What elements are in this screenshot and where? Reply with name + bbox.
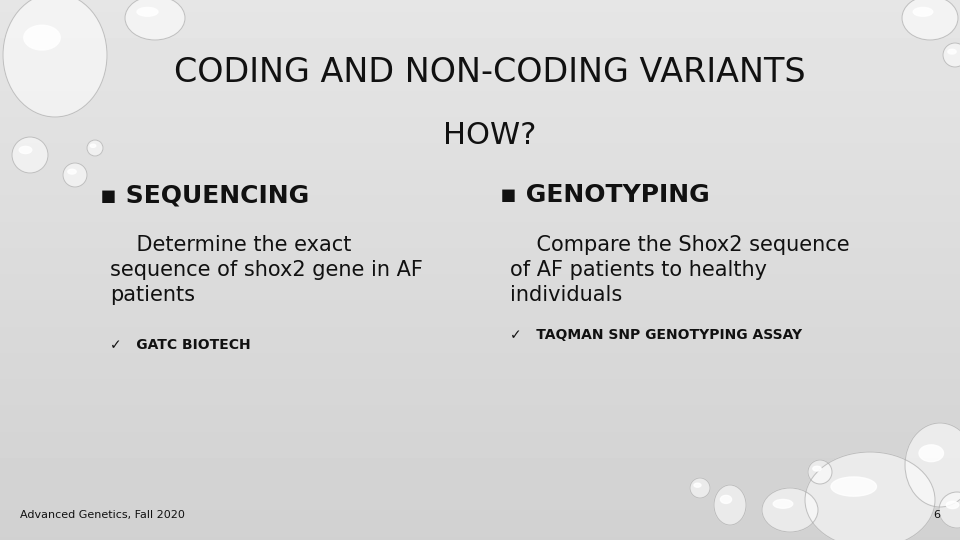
Text: 6: 6 (933, 510, 940, 520)
Text: Advanced Genetics, Fall 2020: Advanced Genetics, Fall 2020 (20, 510, 185, 520)
Ellipse shape (68, 169, 76, 174)
Ellipse shape (773, 500, 793, 508)
Text: ▪ SEQUENCING: ▪ SEQUENCING (100, 183, 309, 207)
Ellipse shape (948, 49, 956, 54)
Text: CODING AND NON-CODING VARIANTS: CODING AND NON-CODING VARIANTS (174, 56, 805, 89)
Ellipse shape (3, 0, 107, 117)
Ellipse shape (694, 483, 701, 487)
Ellipse shape (902, 0, 958, 40)
Ellipse shape (87, 140, 103, 156)
Ellipse shape (24, 25, 60, 50)
Text: Determine the exact: Determine the exact (110, 235, 351, 255)
Text: individuals: individuals (510, 285, 622, 305)
Ellipse shape (19, 146, 32, 153)
Ellipse shape (947, 501, 959, 509)
Ellipse shape (813, 466, 821, 471)
Ellipse shape (919, 445, 944, 462)
Text: of AF patients to healthy: of AF patients to healthy (510, 260, 767, 280)
Ellipse shape (939, 492, 960, 528)
Ellipse shape (943, 43, 960, 67)
Ellipse shape (720, 495, 732, 503)
Ellipse shape (12, 137, 48, 173)
Text: HOW?: HOW? (444, 120, 537, 150)
Ellipse shape (690, 478, 710, 498)
Text: ✓   GATC BIOTECH: ✓ GATC BIOTECH (110, 338, 251, 352)
Ellipse shape (808, 460, 832, 484)
Ellipse shape (63, 163, 87, 187)
Ellipse shape (137, 8, 158, 16)
Text: Compare the Shox2 sequence: Compare the Shox2 sequence (510, 235, 850, 255)
Ellipse shape (905, 423, 960, 507)
Ellipse shape (762, 488, 818, 532)
Ellipse shape (125, 0, 185, 40)
Ellipse shape (90, 144, 96, 147)
Ellipse shape (913, 8, 933, 16)
Ellipse shape (831, 477, 876, 496)
Ellipse shape (805, 452, 935, 540)
Ellipse shape (714, 485, 746, 525)
Text: sequence of shox2 gene in AF: sequence of shox2 gene in AF (110, 260, 422, 280)
Text: ✓   TAQMAN SNP GENOTYPING ASSAY: ✓ TAQMAN SNP GENOTYPING ASSAY (510, 328, 803, 342)
Text: ▪ GENOTYPING: ▪ GENOTYPING (500, 183, 709, 207)
Text: patients: patients (110, 285, 195, 305)
